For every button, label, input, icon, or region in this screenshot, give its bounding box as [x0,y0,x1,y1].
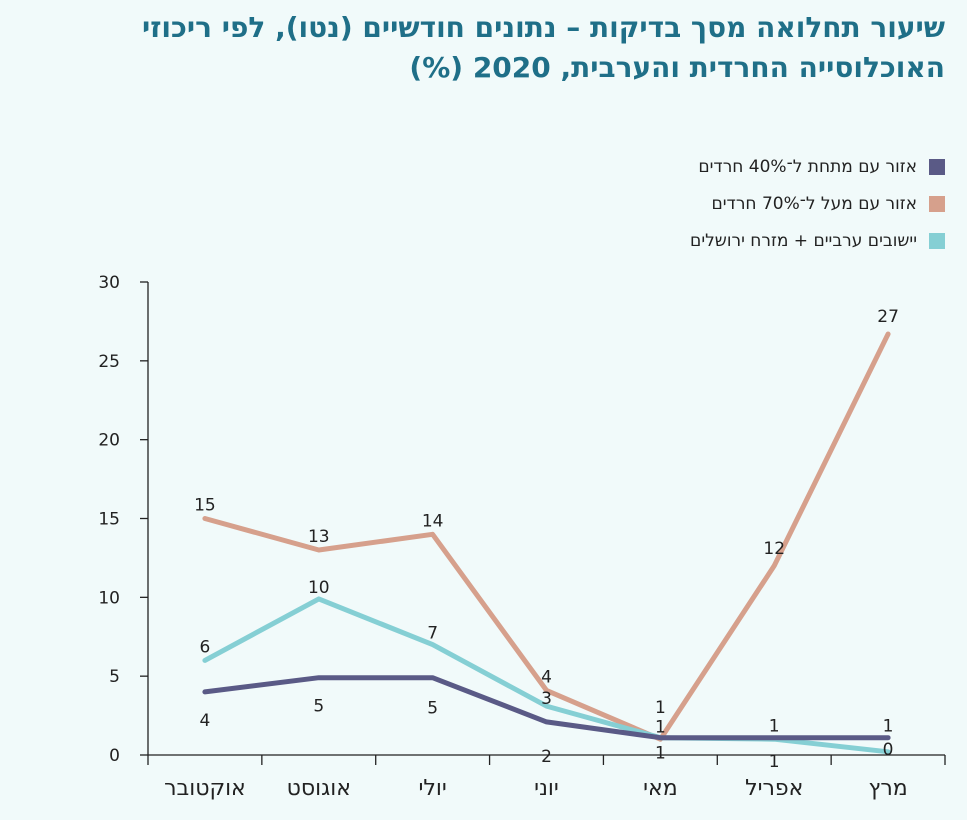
y-tick-label: 20 [98,431,120,451]
y-tick-label: 5 [109,667,120,687]
data-label: 5 [427,699,438,719]
legend-label-over-70: אזור עם מעל ל־70% חרדים [711,193,917,214]
chart-lines [202,331,891,755]
x-tick-label: אפריל [745,776,803,801]
data-label: 1 [655,718,666,738]
data-label: 4 [541,667,552,687]
data-label: 12 [763,539,785,559]
data-label: 1 [655,698,666,718]
legend-item-under-40: אזור עם מתחת ל־40% חרדים [690,148,945,185]
x-tick-label: מאי [643,776,678,801]
x-tick-label: מרץ [868,776,907,801]
data-label: 0 [883,740,894,760]
data-label: 27 [877,307,899,327]
legend-item-arab: יישובים ערביים + מזרח ירושלים [690,222,945,259]
data-label: 3 [541,689,552,709]
x-tick-label: אוגוסט [287,776,351,801]
y-tick-label: 30 [98,273,120,293]
legend-swatch-over-70 [929,195,945,212]
x-tick-label: יולי [418,776,446,801]
legend-swatch-under-40 [929,158,945,175]
chart-axes: 051015202530מרץאפרילמאייונייוליאוגוסטאוק… [98,273,946,801]
chart-title: שיעור תחלואה מסך בדיקות – נתונים חודשיים… [141,11,945,84]
data-label: 1 [883,717,894,737]
legend-item-over-70: אזור עם מעל ל־70% חרדים [690,185,945,222]
legend: אזור עם מתחת ל־40% חרדים אזור עם מעל ל־7… [690,148,945,259]
x-tick-label: אוקטובר [164,776,246,801]
y-tick-label: 15 [98,510,120,530]
data-label: 1 [769,717,780,737]
x-tick-label: יוני [534,776,559,801]
data-label: 5 [313,697,324,717]
data-label: 6 [200,637,211,657]
y-tick-label: 25 [98,352,120,372]
data-label: 15 [194,496,216,516]
series-line-0 [202,675,891,741]
data-label: 10 [308,578,330,598]
legend-swatch-arab [929,232,945,249]
series-line-1 [202,331,891,742]
legend-label-under-40: אזור עם מתחת ל־40% חרדים [698,156,917,177]
data-label: 7 [427,624,438,644]
data-label: 13 [308,527,330,547]
legend-label-arab: יישובים ערביים + מזרח ירושלים [690,230,917,251]
data-label: 4 [200,711,211,731]
data-label: 1 [769,752,780,772]
data-label: 14 [422,511,444,531]
data-label: 1 [655,744,666,764]
y-tick-label: 0 [109,746,120,766]
y-tick-label: 10 [98,588,120,608]
data-label: 2 [541,747,552,767]
